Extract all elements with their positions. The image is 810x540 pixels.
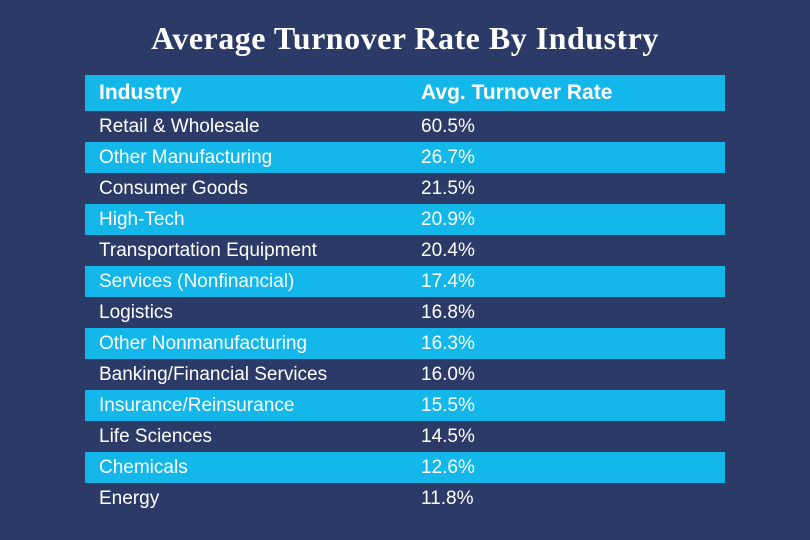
cell-rate: 16.3% — [415, 333, 725, 355]
column-header-industry: Industry — [85, 81, 415, 105]
turnover-table: Industry Avg. Turnover Rate Retail & Who… — [85, 75, 725, 514]
cell-industry: Retail & Wholesale — [85, 116, 415, 138]
column-header-rate: Avg. Turnover Rate — [415, 81, 725, 105]
cell-industry: Energy — [85, 488, 415, 510]
table-row: High-Tech20.9% — [85, 204, 725, 235]
cell-rate: 16.0% — [415, 364, 725, 386]
cell-industry: Logistics — [85, 302, 415, 324]
cell-rate: 17.4% — [415, 271, 725, 293]
cell-industry: Banking/Financial Services — [85, 364, 415, 386]
cell-rate: 16.8% — [415, 302, 725, 324]
cell-rate: 12.6% — [415, 457, 725, 479]
table-header-row: Industry Avg. Turnover Rate — [85, 75, 725, 111]
table-row: Chemicals12.6% — [85, 452, 725, 483]
cell-rate: 21.5% — [415, 178, 725, 200]
table-row: Energy11.8% — [85, 483, 725, 514]
table-row: Life Sciences14.5% — [85, 421, 725, 452]
table-row: Banking/Financial Services16.0% — [85, 359, 725, 390]
table-row: Consumer Goods21.5% — [85, 173, 725, 204]
table-row: Other Manufacturing26.7% — [85, 142, 725, 173]
cell-rate: 15.5% — [415, 395, 725, 417]
cell-rate: 14.5% — [415, 426, 725, 448]
cell-industry: Chemicals — [85, 457, 415, 479]
cell-rate: 20.9% — [415, 209, 725, 231]
cell-rate: 11.8% — [415, 488, 725, 510]
table-row: Other Nonmanufacturing16.3% — [85, 328, 725, 359]
table-row: Services (Nonfinancial)17.4% — [85, 266, 725, 297]
table-row: Insurance/Reinsurance15.5% — [85, 390, 725, 421]
cell-rate: 20.4% — [415, 240, 725, 262]
cell-industry: Other Manufacturing — [85, 147, 415, 169]
cell-industry: Transportation Equipment — [85, 240, 415, 262]
cell-industry: Insurance/Reinsurance — [85, 395, 415, 417]
cell-rate: 26.7% — [415, 147, 725, 169]
cell-industry: High-Tech — [85, 209, 415, 231]
table-row: Retail & Wholesale60.5% — [85, 111, 725, 142]
table-row: Transportation Equipment20.4% — [85, 235, 725, 266]
cell-industry: Other Nonmanufacturing — [85, 333, 415, 355]
cell-industry: Life Sciences — [85, 426, 415, 448]
table-row: Logistics16.8% — [85, 297, 725, 328]
cell-rate: 60.5% — [415, 116, 725, 138]
page-title: Average Turnover Rate By Industry — [151, 20, 659, 57]
cell-industry: Services (Nonfinancial) — [85, 271, 415, 293]
cell-industry: Consumer Goods — [85, 178, 415, 200]
